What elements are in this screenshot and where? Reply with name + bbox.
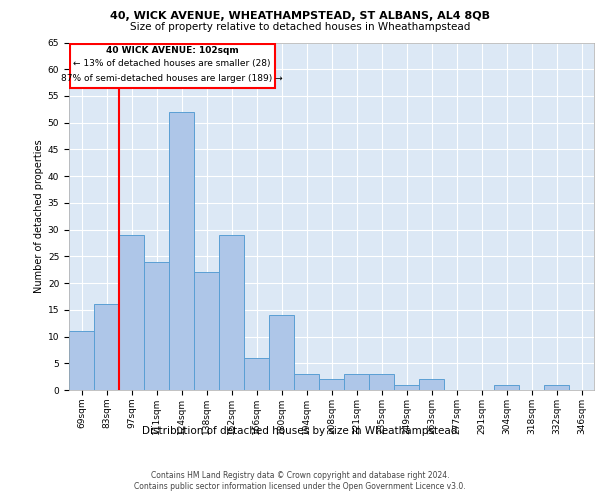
Bar (144, 262, 169, 390)
Text: Contains public sector information licensed under the Open Government Licence v3: Contains public sector information licen… (134, 482, 466, 491)
Bar (344, 374, 369, 390)
Text: 87% of semi-detached houses are larger (189) →: 87% of semi-detached houses are larger (… (61, 74, 283, 83)
Y-axis label: Number of detached properties: Number of detached properties (34, 140, 44, 293)
Bar (94, 304, 119, 390)
Text: Size of property relative to detached houses in Wheathampstead: Size of property relative to detached ho… (130, 22, 470, 32)
Bar (494, 384, 519, 390)
Text: ← 13% of detached houses are smaller (28): ← 13% of detached houses are smaller (28… (73, 60, 271, 68)
Bar (269, 315, 294, 390)
Bar (294, 374, 319, 390)
Text: Contains HM Land Registry data © Crown copyright and database right 2024.: Contains HM Land Registry data © Crown c… (151, 471, 449, 480)
Bar (69, 331, 94, 390)
Bar (194, 272, 219, 390)
Text: 40 WICK AVENUE: 102sqm: 40 WICK AVENUE: 102sqm (106, 46, 238, 55)
Bar (119, 235, 144, 390)
Bar (369, 374, 394, 390)
FancyBboxPatch shape (70, 44, 275, 88)
Bar (394, 384, 419, 390)
Bar (219, 235, 244, 390)
Bar (544, 384, 569, 390)
Bar (169, 112, 194, 390)
Text: 40, WICK AVENUE, WHEATHAMPSTEAD, ST ALBANS, AL4 8QB: 40, WICK AVENUE, WHEATHAMPSTEAD, ST ALBA… (110, 11, 490, 21)
Bar (244, 358, 269, 390)
Bar (319, 380, 344, 390)
Bar (419, 380, 444, 390)
Text: Distribution of detached houses by size in Wheathampstead: Distribution of detached houses by size … (142, 426, 458, 436)
